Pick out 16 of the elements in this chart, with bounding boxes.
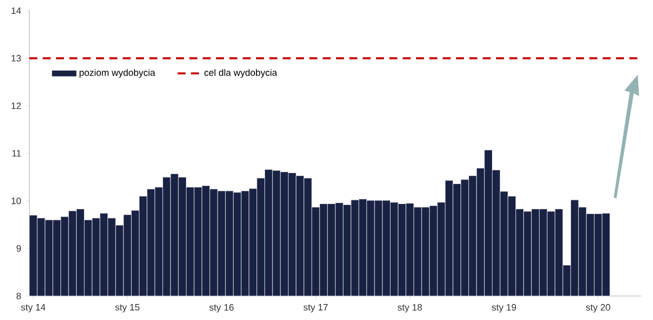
x-tick-label: sty 18: [398, 304, 422, 312]
y-tick-label: 10: [12, 198, 21, 204]
y-tick-label: 8: [16, 292, 21, 300]
y-tick-label: 9: [16, 245, 21, 252]
x-tick-label: sty 19: [492, 304, 516, 312]
legend-label: cel dla wydobycia: [204, 69, 278, 78]
legend-label: poziom wydobycia: [80, 69, 156, 78]
x-tick-label: sty 17: [304, 304, 328, 312]
x-tick-label: sty 15: [115, 304, 140, 312]
x-tick-label: sty 16: [209, 304, 234, 312]
y-tick-label: 11: [12, 150, 21, 157]
x-tick-label: sty 20: [586, 304, 610, 312]
y-tick-label: 13: [12, 54, 21, 62]
y-tick-label: 14: [12, 7, 22, 14]
y-tick-label: 12: [12, 102, 21, 110]
x-tick-label: sty 14: [21, 304, 46, 312]
